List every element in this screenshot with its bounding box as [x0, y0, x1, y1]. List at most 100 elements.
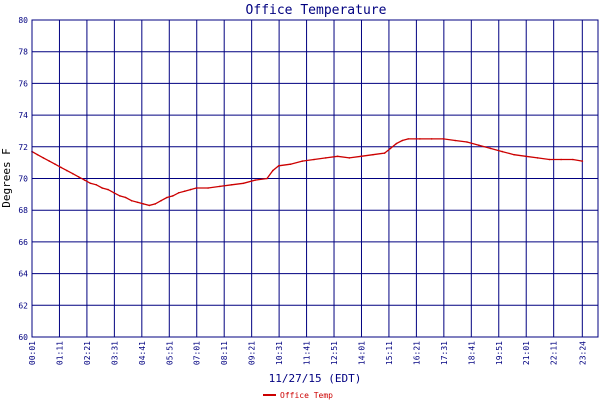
y-tick-label: 74: [18, 111, 28, 120]
x-tick-label: 05:51: [165, 341, 174, 365]
x-tick-label: 17:31: [440, 341, 449, 365]
data-point: [407, 138, 410, 140]
x-tick-label: 16:21: [412, 341, 421, 365]
data-point: [148, 204, 151, 207]
data-point: [336, 155, 339, 158]
data-point: [489, 147, 492, 150]
data-point: [89, 182, 92, 185]
x-tick-labels: 00:01 01:11 02:21 03:31 04:41 05:51 07:01 08:11…: [28, 341, 587, 365]
x-tick-label: 14:01: [357, 341, 366, 365]
data-point: [419, 138, 421, 140]
data-point: [466, 141, 468, 143]
data-point: [207, 187, 209, 189]
data-point: [454, 139, 457, 142]
x-tick-label: 10:31: [275, 341, 284, 365]
data-point: [166, 196, 168, 199]
data-point: [560, 158, 562, 161]
data-point: [581, 160, 584, 162]
data-point: [130, 199, 133, 202]
data-point: [113, 192, 115, 194]
y-tick-label: 80: [18, 16, 28, 25]
plot-frame: [31, 19, 599, 338]
x-tick-label: 08:11: [220, 341, 229, 365]
data-point: [160, 199, 162, 202]
y-tick-label: 66: [18, 238, 28, 247]
data-point: [272, 169, 274, 172]
data-point: [77, 176, 80, 178]
data-point: [36, 153, 39, 156]
x-tick-label: 18:41: [467, 341, 476, 365]
data-point: [219, 185, 221, 188]
data-point: [195, 187, 198, 189]
data-point: [136, 201, 139, 204]
data-point: [501, 150, 504, 153]
data-point: [289, 163, 292, 165]
data-point: [83, 179, 86, 181]
data-point: [119, 195, 121, 197]
data-point: [277, 165, 280, 167]
data-point: [395, 142, 398, 145]
data-point: [389, 147, 392, 150]
data-point: [254, 179, 256, 181]
data-point: [548, 158, 551, 161]
data-point: [401, 139, 404, 142]
data-point: [124, 196, 127, 199]
data-point: [142, 203, 145, 205]
legend-label: Office Temp: [280, 391, 333, 400]
data-point: [572, 158, 574, 161]
data-point: [230, 184, 233, 186]
y-axis-label: Degrees F: [0, 148, 13, 208]
data-point: [383, 152, 386, 154]
x-tick-label: 21:01: [522, 341, 531, 365]
x-tick-label: 22:11: [550, 341, 559, 365]
chart-title: Office Temperature: [246, 3, 387, 18]
series-layer: [31, 138, 584, 207]
x-tick-label: 23:24: [578, 341, 587, 365]
data-point: [372, 153, 374, 156]
data-point: [72, 172, 74, 175]
x-axis-label: 11/27/15 (EDT): [269, 372, 362, 385]
y-tick-label: 62: [18, 301, 28, 310]
x-tick-label: 15:11: [385, 341, 394, 365]
data-point: [101, 187, 103, 189]
data-point: [107, 188, 109, 191]
legend: Office Temp: [263, 391, 333, 400]
y-tick-label: 68: [18, 206, 28, 215]
data-point: [154, 203, 156, 205]
x-tick-label: 02:21: [83, 341, 92, 365]
data-point: [301, 160, 304, 162]
x-tick-label: 07:01: [193, 341, 202, 365]
data-point: [360, 155, 362, 158]
x-tick-label: 12:51: [330, 341, 339, 365]
y-tick-label: 60: [18, 333, 28, 342]
data-point: [266, 177, 268, 180]
data-point: [536, 157, 539, 159]
y-tick-label: 72: [18, 143, 28, 152]
data-point: [478, 144, 480, 146]
data-point: [95, 184, 98, 186]
data-point: [177, 192, 180, 194]
x-tick-label: 09:21: [248, 341, 257, 365]
data-point: [348, 157, 351, 159]
data-point: [513, 153, 515, 156]
data-point: [172, 195, 174, 197]
data-point: [48, 160, 51, 162]
x-tick-label: 00:01: [28, 341, 37, 365]
y-tick-labels: 60 62 64 66 68 70 72 74 76 78 80: [18, 16, 28, 342]
data-point: [525, 155, 527, 158]
data-point: [430, 138, 433, 140]
data-point: [183, 190, 186, 192]
y-tick-label: 70: [18, 175, 28, 184]
x-tick-label: 03:31: [110, 341, 119, 365]
y-tick-label: 76: [18, 79, 28, 88]
data-point: [42, 157, 45, 159]
data-point: [189, 188, 192, 191]
data-point: [313, 158, 315, 161]
data-point: [60, 166, 62, 169]
x-tick-label: 11:41: [303, 341, 312, 365]
data-point: [325, 157, 327, 159]
x-tick-label: 01:11: [55, 341, 64, 365]
x-tick-label: 19:51: [495, 341, 504, 365]
y-tick-label: 78: [18, 48, 28, 57]
